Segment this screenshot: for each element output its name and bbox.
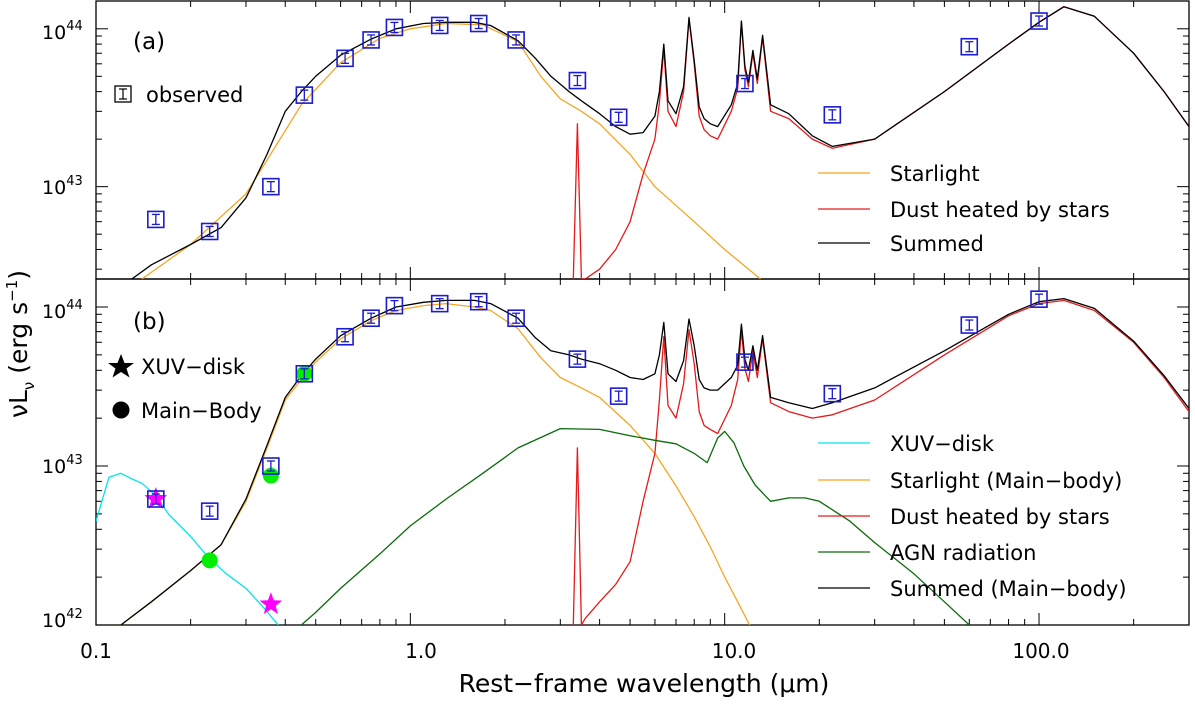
observed-point	[385, 296, 404, 315]
legend-label-dust: Dust heated by stars	[890, 198, 1110, 222]
observed-point	[1030, 290, 1048, 308]
observed-point	[609, 108, 628, 127]
series-line-summed	[131, 6, 1189, 279]
series-line-dust-heated-by-stars	[572, 299, 1189, 625]
panel-b-label: (b)	[133, 309, 166, 335]
axis-ticks	[95, 1, 1190, 626]
observed-point	[430, 16, 449, 35]
legend-label-starlight-mb: Starlight (Main−body)	[890, 469, 1122, 493]
x-tick-label: 0.1	[80, 639, 112, 663]
observed-point	[336, 49, 354, 68]
legend-label-agn: AGN radiation	[890, 541, 1036, 565]
y-tick-label: 1044	[42, 298, 83, 323]
series-line-agn-radiation	[300, 427, 970, 625]
observed-point	[736, 353, 754, 371]
legend-label-xuv: XUV−disk	[890, 432, 995, 456]
observed-point	[469, 14, 488, 33]
observed-point	[362, 309, 380, 328]
observed-point	[147, 210, 165, 229]
observed-point	[960, 316, 979, 334]
legend-label-starlight: Starlight	[890, 162, 980, 186]
series-line-xuv-disk	[96, 472, 279, 625]
star-legend-symbol	[108, 354, 134, 378]
observed-point	[960, 37, 979, 56]
main-body-point	[201, 552, 218, 569]
observed-legend-symbol	[114, 85, 132, 103]
data-markers	[144, 12, 1048, 614]
panel-a-label: (a)	[133, 29, 165, 55]
observed-point	[568, 71, 587, 90]
y-axis-label: νLν(erg s−1)	[3, 270, 38, 418]
observed-point	[823, 384, 842, 403]
panel-b-curves	[96, 297, 1189, 625]
series-line-starlight-main-body-	[120, 302, 751, 625]
series-line-starlight	[141, 22, 761, 279]
panel-a-frame	[95, 0, 1190, 280]
observed-point	[295, 365, 314, 383]
panel-b-line-legend: XUV−disk Starlight (Main−body) Dust heat…	[818, 432, 1127, 601]
observed-point	[1030, 12, 1048, 30]
xuv-disk-point	[259, 592, 283, 614]
observed-point	[147, 490, 165, 508]
y-tick-label: 1043	[42, 453, 83, 478]
legend-label-summed: Summed	[890, 232, 984, 256]
circle-legend-symbol	[112, 401, 130, 419]
observed-point	[568, 350, 587, 368]
legend-label-summed-mb: Summed (Main−body)	[890, 577, 1127, 601]
x-axis-label: Rest−frame wavelength (μm)	[459, 669, 830, 698]
observed-point	[200, 222, 219, 241]
panel-a-curves	[131, 6, 1189, 279]
observed-point	[507, 31, 525, 49]
observed-point	[430, 294, 449, 313]
series-line-dust-heated-by-stars	[572, 6, 1189, 279]
xuv-disk-legend-label: XUV−disk	[141, 355, 246, 379]
observed-point	[295, 86, 314, 104]
observed-point	[262, 457, 280, 475]
observed-point	[385, 18, 404, 37]
observed-point	[362, 31, 380, 49]
observed-point	[262, 177, 280, 196]
observed-point	[609, 387, 628, 405]
observed-point	[200, 502, 219, 520]
legend-label-dust-b: Dust heated by stars	[890, 505, 1110, 529]
series-line-summed-main-body-	[120, 297, 1189, 625]
panel-a-line-legend: Starlight Dust heated by stars Summed	[818, 162, 1110, 256]
observed-point	[823, 106, 842, 124]
x-tick-label: 10.0	[712, 639, 757, 663]
observed-point	[736, 74, 754, 93]
panel-b-frame	[95, 278, 1190, 626]
y-tick-label: 1043	[42, 174, 83, 199]
observed-legend-label: observed	[146, 83, 243, 107]
observed-point	[336, 327, 354, 346]
observed-point	[507, 309, 525, 328]
y-tick-label: 1044	[42, 19, 83, 44]
x-tick-label: 1.0	[405, 639, 437, 663]
y-tick-label: 1042	[42, 607, 83, 632]
main-body-legend-label: Main−Body	[141, 399, 262, 423]
observed-point	[469, 292, 488, 311]
x-tick-label: 100.0	[1012, 639, 1069, 663]
